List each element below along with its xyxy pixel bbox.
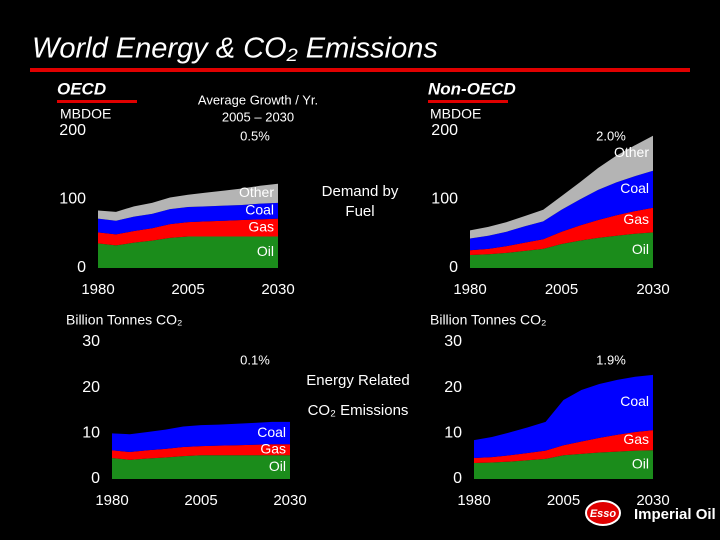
growth-annotation: 0.1%: [240, 352, 270, 367]
growth-annotation: 1.9%: [596, 352, 626, 367]
area-coal: [98, 202, 278, 235]
y-tick-label: 20: [82, 379, 100, 396]
area-gas: [112, 444, 290, 460]
y-tick-label: 20: [444, 379, 462, 396]
series-label: Gas: [260, 440, 286, 456]
growth-period: 2005 – 2030: [222, 109, 294, 124]
x-tick-label: 1980: [453, 281, 486, 298]
x-tick-label: 1980: [457, 492, 490, 509]
x-tick-label: 1980: [95, 492, 128, 509]
area-oil: [474, 450, 653, 479]
x-tick-label: 2030: [636, 492, 669, 509]
area-oil: [98, 236, 278, 268]
area-oil: [470, 232, 653, 268]
series-label: Coal: [245, 202, 274, 218]
region-label: OECD: [57, 79, 106, 98]
y-tick-label: 30: [444, 333, 462, 350]
area-gas: [470, 207, 653, 255]
x-tick-label: 2030: [273, 492, 306, 509]
area-coal: [474, 374, 653, 458]
area-other: [470, 135, 653, 239]
y-axis-title: Billion Tonnes CO₂: [66, 312, 182, 328]
logo-badge: Esso: [590, 508, 617, 520]
growth-annotation: 0.5%: [240, 128, 270, 143]
region-rule: [428, 100, 508, 103]
y-tick-label: 0: [453, 470, 462, 487]
emissions-label: Energy Related CO₂ Emissions: [306, 372, 410, 419]
x-tick-label: 2005: [547, 492, 580, 509]
growth-annotation: 2.0%: [596, 128, 626, 143]
y-tick-label: 100: [431, 191, 458, 208]
x-tick-label: 2005: [184, 492, 217, 509]
y-tick-label: 0: [77, 259, 86, 276]
demand-label: Demand by Fuel: [321, 183, 399, 220]
series-label: Gas: [248, 218, 274, 234]
series-label: Oil: [257, 243, 274, 259]
x-tick-label: 2005: [545, 281, 578, 298]
area-coal: [470, 170, 653, 251]
y-tick-label: 30: [82, 333, 100, 350]
growth-heading: Average Growth / Yr.: [198, 92, 318, 107]
series-label: Coal: [620, 393, 649, 409]
y-tick-label: 200: [431, 122, 458, 139]
y-axis-title: MBDOE: [430, 106, 481, 122]
region-rule: [57, 100, 137, 103]
y-tick-label: 10: [82, 425, 100, 442]
x-tick-label: 2005: [171, 281, 204, 298]
y-tick-label: 100: [59, 191, 86, 208]
series-label: Oil: [269, 458, 286, 474]
series-label: Other: [614, 144, 649, 160]
series-label: Gas: [623, 211, 649, 227]
y-tick-label: 10: [444, 425, 462, 442]
logo-oval: [585, 500, 621, 526]
area-other: [98, 183, 278, 221]
series-label: Coal: [257, 424, 286, 440]
area-oil: [112, 455, 290, 479]
y-tick-label: 200: [59, 122, 86, 139]
y-tick-label: 0: [449, 259, 458, 276]
y-axis-title: MBDOE: [60, 106, 111, 122]
x-tick-label: 2030: [261, 281, 294, 298]
series-label: Oil: [632, 455, 649, 471]
area-gas: [98, 218, 278, 246]
series-label: Other: [239, 184, 274, 200]
x-tick-label: 2030: [636, 281, 669, 298]
series-label: Coal: [620, 180, 649, 196]
y-axis-title: Billion Tonnes CO₂: [430, 312, 546, 328]
region-label: Non-OECD: [428, 79, 516, 98]
area-gas: [474, 430, 653, 464]
series-label: Oil: [632, 241, 649, 257]
x-tick-label: 1980: [81, 281, 114, 298]
series-label: Gas: [623, 431, 649, 447]
logo-name: Imperial Oil: [634, 506, 716, 523]
slide-title: World Energy & CO₂ Emissions: [32, 33, 438, 65]
title-rule: [30, 68, 690, 72]
y-tick-label: 0: [91, 470, 100, 487]
area-coal: [112, 421, 290, 453]
